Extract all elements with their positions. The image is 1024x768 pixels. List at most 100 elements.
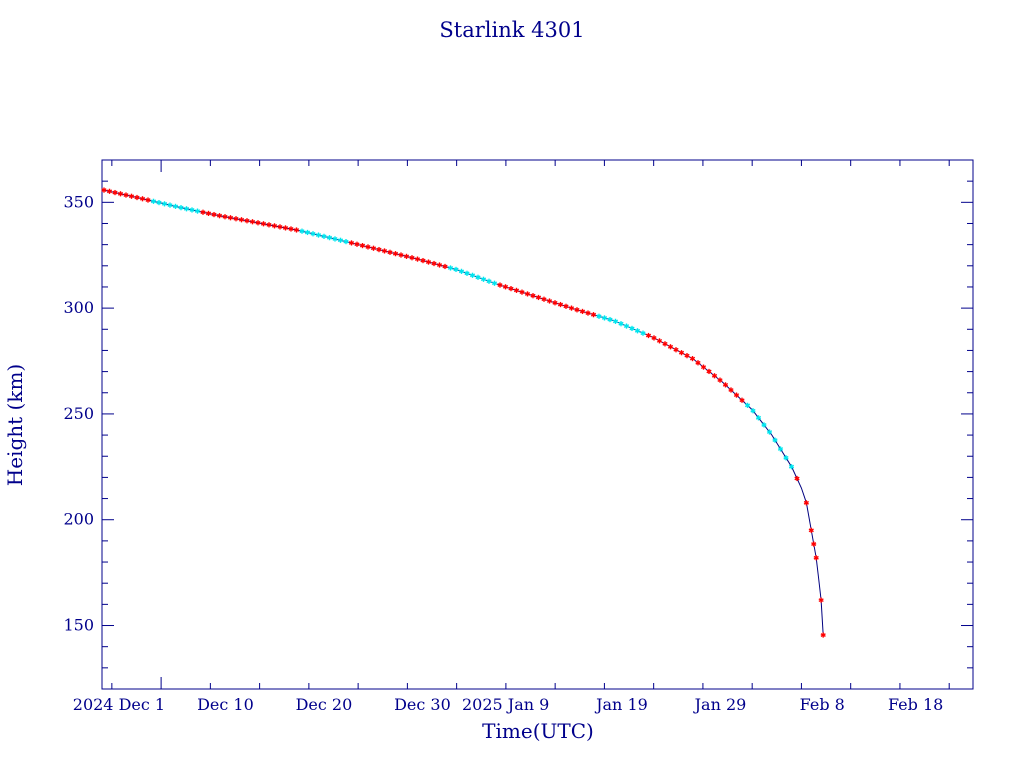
- observation-marker: [811, 541, 817, 547]
- observation-marker: [354, 241, 360, 247]
- observation-marker: [755, 415, 762, 421]
- observation-marker: [161, 201, 168, 207]
- chart-title: Starlink 4301: [439, 18, 584, 42]
- observation-marker: [293, 227, 300, 233]
- observation-marker: [260, 221, 267, 227]
- observation-marker: [365, 244, 371, 250]
- observation-marker: [750, 408, 756, 414]
- observation-marker: [425, 259, 432, 265]
- observation-marker: [717, 377, 723, 383]
- y-tick-label: 300: [63, 298, 94, 317]
- observation-marker: [695, 360, 701, 366]
- x-tick-label: 2024 Dec 1: [73, 695, 165, 714]
- observation-marker: [552, 300, 558, 306]
- observation-marker: [387, 249, 393, 255]
- observation-marker: [728, 387, 734, 393]
- observation-marker: [123, 192, 129, 198]
- observation-marker: [508, 286, 514, 292]
- x-tick-label: Jan 29: [693, 695, 747, 714]
- observation-marker: [167, 202, 173, 208]
- observation-marker: [711, 373, 718, 379]
- observation-marker: [596, 313, 602, 319]
- observation-marker: [634, 328, 641, 334]
- observation-marker: [106, 188, 113, 194]
- observation-marker: [818, 597, 824, 603]
- observation-marker: [249, 219, 256, 225]
- observation-marker: [337, 237, 344, 243]
- observation-marker: [783, 455, 789, 461]
- observation-marker: [563, 303, 569, 309]
- observation-marker: [332, 236, 338, 242]
- observation-marker: [486, 278, 492, 284]
- observation-marker: [183, 206, 190, 212]
- observation-marker: [145, 197, 151, 203]
- observation-marker: [513, 287, 520, 293]
- observation-marker: [766, 429, 773, 435]
- observation-marker: [480, 276, 487, 282]
- observation-marker: [178, 205, 184, 211]
- observation-marker: [282, 225, 289, 231]
- observation-marker: [656, 338, 663, 344]
- observation-marker: [585, 310, 591, 316]
- observation-marker: [194, 208, 201, 214]
- observation-marker: [601, 315, 608, 321]
- x-tick-label: Dec 10: [197, 695, 254, 714]
- observation-marker: [172, 203, 179, 209]
- observation-marker: [112, 189, 118, 196]
- observation-marker: [497, 282, 503, 288]
- observation-marker: [803, 500, 809, 506]
- observation-marker: [568, 305, 575, 311]
- y-axis-title: Height (km): [3, 364, 27, 486]
- observation-marker: [678, 350, 685, 356]
- observation-marker: [813, 555, 819, 561]
- observation-marker: [722, 382, 729, 388]
- x-tick-label: Feb 8: [800, 695, 845, 714]
- observation-marker: [326, 235, 333, 241]
- observation-marker: [343, 239, 349, 245]
- observation-marker: [673, 347, 679, 353]
- axis-ticks: [102, 159, 973, 690]
- observation-marker: [519, 289, 525, 295]
- observation-marker: [156, 199, 162, 206]
- observation-marker: [222, 214, 228, 220]
- observation-marker: [321, 233, 327, 239]
- observation-marker: [200, 209, 206, 215]
- observation-marker: [304, 229, 311, 236]
- observation-marker: [700, 364, 707, 370]
- observation-marker: [436, 262, 443, 268]
- observation-marker: [310, 231, 316, 237]
- observation-marker: [376, 246, 382, 253]
- y-tick-label: 350: [63, 192, 94, 211]
- observation-marker: [645, 332, 652, 339]
- observation-marker: [464, 270, 470, 276]
- observation-marker: [777, 446, 784, 452]
- observation-marker: [557, 301, 564, 308]
- observation-marker: [541, 296, 547, 302]
- x-tick-label: Dec 20: [296, 695, 353, 714]
- observation-marker: [761, 422, 767, 428]
- plot-frame: [101, 159, 974, 690]
- observation-marker: [579, 308, 586, 315]
- x-tick-label: Jan 19: [594, 695, 648, 714]
- observation-marker: [255, 220, 261, 226]
- x-tick-labels: 2024 Dec 1 Dec 10 Dec 20 Dec 30 2025 Jan 9 Ja…: [73, 695, 944, 714]
- observation-marker: [211, 211, 217, 218]
- observation-marker: [706, 368, 712, 375]
- observation-marker: [772, 437, 778, 443]
- observation-marker: [808, 527, 814, 533]
- observation-marker: [447, 265, 454, 271]
- x-tick-label: 2025 Jan 9: [462, 695, 549, 714]
- observation-marker: [453, 266, 459, 273]
- observation-marker: [574, 307, 580, 313]
- y-tick-labels: 150 200 250 300 350: [63, 192, 94, 634]
- observation-marker: [409, 255, 415, 261]
- observation-marker: [271, 223, 278, 229]
- observation-marker: [315, 232, 322, 238]
- observation-marker: [733, 392, 740, 398]
- observation-marker: [667, 344, 674, 350]
- observation-marker: [744, 402, 751, 408]
- observation-marker: [348, 240, 355, 246]
- observation-marker: [820, 632, 826, 638]
- observation-marker: [612, 318, 619, 324]
- observation-marker: [359, 242, 366, 249]
